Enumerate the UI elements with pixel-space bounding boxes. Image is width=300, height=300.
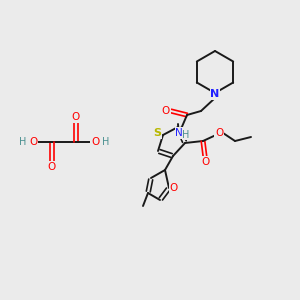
Text: O: O xyxy=(170,183,178,193)
Text: O: O xyxy=(91,137,99,147)
Text: O: O xyxy=(72,112,80,122)
Text: O: O xyxy=(29,137,37,147)
Text: S: S xyxy=(153,128,161,138)
Text: N: N xyxy=(175,128,183,138)
Text: H: H xyxy=(102,137,110,147)
Text: O: O xyxy=(162,106,170,116)
Text: H: H xyxy=(182,130,190,140)
Text: H: H xyxy=(19,137,26,147)
Text: N: N xyxy=(210,89,220,99)
Text: O: O xyxy=(48,162,56,172)
Text: O: O xyxy=(201,157,209,167)
Text: O: O xyxy=(215,128,223,138)
